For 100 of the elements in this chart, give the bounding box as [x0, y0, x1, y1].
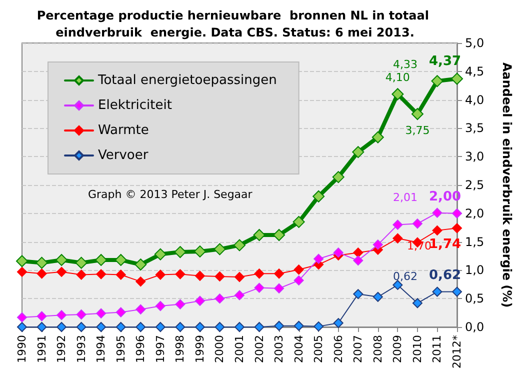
y-tick-label: 4,5 — [465, 64, 484, 78]
x-tick-label: 2007 — [352, 335, 365, 363]
point — [234, 290, 244, 300]
point — [234, 239, 246, 252]
x-tick-label: 1997 — [154, 335, 167, 363]
point — [333, 318, 344, 328]
point — [214, 294, 225, 304]
point — [412, 298, 422, 308]
x-tick-label: 1991 — [35, 335, 48, 363]
point — [214, 322, 225, 332]
point — [452, 223, 462, 234]
point — [333, 248, 344, 258]
point — [312, 190, 325, 202]
data-label: 2,00 — [428, 189, 462, 204]
y-tick-label: 3,5 — [465, 121, 484, 136]
point — [155, 300, 166, 311]
x-tick-label: 2003 — [272, 335, 286, 363]
point — [36, 311, 47, 322]
point — [254, 322, 264, 332]
y-tick-label: 0,0 — [465, 320, 484, 334]
point — [392, 88, 404, 100]
data-label: 0,62 — [428, 268, 462, 283]
legend-label: Elektriciteit — [98, 98, 172, 113]
point — [155, 270, 166, 280]
point — [234, 322, 244, 332]
data-label: 4,10 — [385, 71, 410, 84]
point — [17, 312, 27, 322]
point — [372, 240, 383, 250]
x-tick-label: 2008 — [371, 335, 384, 363]
x-tick-label: 2001 — [233, 335, 246, 363]
y-tick-label: 2,5 — [465, 178, 484, 192]
point — [274, 268, 284, 279]
y-tick-label: 4,0 — [465, 92, 484, 107]
point — [56, 310, 67, 320]
point — [194, 245, 206, 258]
point — [432, 208, 442, 218]
point — [136, 304, 146, 314]
point — [174, 246, 186, 258]
point — [76, 322, 86, 332]
point — [273, 228, 286, 241]
point — [95, 254, 108, 266]
point — [134, 258, 147, 271]
point — [294, 264, 304, 275]
point — [372, 131, 384, 144]
x-tick-label: 2009 — [391, 335, 404, 363]
point — [214, 243, 226, 256]
point — [412, 218, 422, 229]
data-label: 3,75 — [405, 124, 430, 137]
legend-label: Vervoer — [98, 148, 149, 163]
point — [155, 322, 166, 332]
point — [36, 268, 47, 279]
point — [432, 225, 442, 236]
point — [16, 255, 28, 268]
x-tick-label: 1999 — [193, 335, 206, 363]
y-tick-label: 0,5 — [465, 292, 484, 306]
x-tick-label: 2011 — [430, 335, 444, 363]
point — [56, 254, 68, 266]
point — [116, 322, 126, 332]
point — [254, 282, 264, 293]
x-tick-label: 2000 — [213, 335, 226, 363]
point — [292, 216, 305, 228]
point — [75, 256, 88, 269]
legend-label: Warmte — [98, 123, 149, 138]
x-tick-label: 1995 — [114, 335, 128, 363]
point — [353, 256, 364, 266]
point — [431, 75, 444, 88]
chart-title: Percentage productie hernieuwbare bronnen NL in totaal eindverbruik energie. Data CBS. Status: 6 mei 2013. — [36, 8, 434, 40]
point — [194, 296, 205, 306]
y-tick-label: 1,0 — [465, 263, 484, 278]
point — [294, 320, 304, 331]
x-tick-label: 2012* — [450, 334, 464, 368]
x-tick-label: 1990 — [16, 335, 28, 363]
point — [175, 299, 186, 310]
point — [294, 275, 304, 286]
point — [214, 271, 225, 282]
point — [352, 146, 364, 158]
data-label: 4,33 — [392, 58, 418, 72]
point — [451, 72, 463, 85]
data-label: 0,62 — [392, 270, 418, 283]
point — [76, 270, 86, 280]
point — [353, 248, 364, 258]
point — [253, 228, 266, 241]
point — [372, 292, 383, 302]
annotation: Graph © 2013 Peter J. Segaar — [88, 188, 253, 201]
point — [56, 322, 67, 332]
point — [175, 269, 186, 280]
point — [76, 310, 86, 320]
x-tick-label: 2010 — [410, 335, 424, 363]
x-tick-label: 1998 — [174, 335, 187, 363]
x-tick-label: 1993 — [74, 335, 88, 363]
point — [116, 270, 126, 280]
y-tick-label: 2,0 — [465, 206, 484, 220]
point — [234, 272, 244, 282]
point — [154, 248, 166, 260]
x-tick-label: 2002 — [252, 335, 266, 363]
point — [56, 266, 67, 277]
y-axis-title: Aandeel in eindverbruik energie (%) — [500, 62, 514, 308]
point — [432, 286, 442, 297]
point — [36, 322, 47, 332]
point — [411, 108, 424, 120]
